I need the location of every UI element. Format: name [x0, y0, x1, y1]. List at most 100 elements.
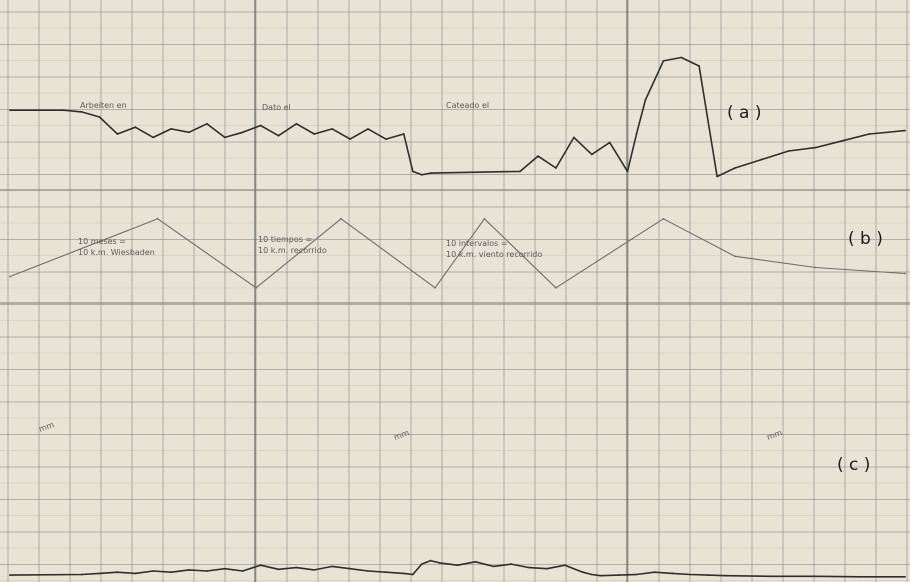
trace-b-point	[156, 217, 159, 220]
trace-c-point	[707, 574, 709, 576]
trace-c-point	[904, 575, 906, 578]
trace-a-point	[590, 153, 593, 156]
trace-a-point	[9, 109, 11, 112]
trace-b-point	[434, 286, 436, 289]
trace-c-point	[277, 568, 280, 571]
panel-label-a: ( a )	[727, 103, 762, 123]
trace-c-point	[814, 575, 817, 578]
trace-c-point	[564, 564, 566, 567]
trace-a-point	[626, 170, 629, 173]
trace-a-point	[904, 129, 906, 132]
panel-label-c: ( c )	[837, 455, 870, 475]
trace-c-point	[134, 572, 137, 575]
annotation-b: 10 k.m. recorrido	[258, 246, 327, 255]
annotation-b: 10 intervalos =	[446, 239, 508, 248]
trace-a-point	[170, 127, 173, 130]
trace-a-point	[188, 131, 190, 134]
trace-a-point	[62, 109, 65, 112]
trace-a-point	[35, 109, 38, 112]
annotation-b: 10 k.m. Wiesbaden	[78, 248, 155, 257]
trace-a-point	[277, 134, 280, 137]
trace-c-point	[492, 565, 495, 568]
trace-c-point	[590, 573, 593, 576]
trace-b-point	[9, 275, 11, 278]
trace-b-point	[662, 217, 665, 220]
trace-a-point	[760, 158, 763, 161]
trace-c-point	[420, 563, 423, 565]
annotation-a: Arbeiten en	[80, 101, 127, 110]
annotation-b: 10 meses =	[78, 237, 126, 246]
trace-b-point	[814, 266, 817, 269]
trace-c-point	[859, 575, 862, 578]
trace-c-point	[635, 573, 638, 576]
trace-a-point	[841, 139, 844, 142]
trace-a-point	[134, 126, 137, 129]
trace-b-point	[555, 286, 557, 289]
trace-b-point	[255, 286, 257, 289]
trace-c-point	[474, 560, 477, 563]
trace-a-point	[644, 99, 647, 101]
trace-a-point	[868, 133, 871, 135]
trace-c-point	[429, 559, 432, 562]
trace-a-point	[402, 133, 405, 135]
trace-a-point	[662, 60, 665, 62]
trace-a-point	[241, 131, 244, 134]
trace-a-point	[537, 155, 539, 158]
annotation-a: Dato el	[262, 103, 291, 112]
trace-c-point	[80, 573, 83, 576]
trace-c-point	[259, 564, 262, 567]
trace-a-point	[519, 170, 521, 173]
trace-a-point	[716, 175, 718, 178]
trace-a-point	[429, 172, 432, 175]
trace-a-point	[206, 122, 208, 125]
trace-c-point	[725, 574, 727, 577]
annotation-b: 10 k.m. viento recorrido	[446, 250, 542, 259]
trace-a-point	[331, 127, 334, 130]
trace-c-point	[170, 571, 173, 574]
trace-c-point	[528, 566, 530, 569]
trace-b-point	[340, 217, 342, 220]
trace-c-point	[241, 570, 244, 572]
trace-c-point	[349, 567, 351, 570]
trace-c-point	[689, 573, 692, 576]
trace-a-point	[80, 111, 83, 113]
trace-a-point	[420, 173, 423, 176]
trace-c-point	[671, 572, 674, 575]
trace-c-point	[769, 575, 772, 578]
trace-b-point	[904, 272, 906, 275]
trace-c-point	[116, 571, 119, 574]
trace-a-point	[635, 133, 638, 135]
annotation-b: 10 tiempos =	[258, 235, 312, 244]
trace-c-point	[295, 566, 298, 569]
annotation-a: Cateado el	[446, 101, 489, 110]
trace-c-point	[411, 573, 414, 576]
trace-a-point	[385, 138, 387, 141]
trace-c-point	[313, 569, 316, 571]
trace-c-point	[402, 572, 405, 575]
trace-a-point	[223, 136, 226, 139]
trace-c-point	[152, 570, 155, 572]
trace-c-point	[438, 562, 441, 564]
trace-c-point	[581, 571, 584, 574]
panel-label-b: ( b )	[848, 229, 883, 249]
trace-c-point	[9, 574, 11, 576]
trace-c-point	[653, 571, 656, 574]
trace-c-point	[599, 574, 602, 577]
trace-b-point	[483, 217, 486, 220]
trace-b-point	[734, 255, 736, 258]
trace-a-point	[411, 170, 414, 173]
trace-a-point	[734, 167, 736, 169]
trace-c-point	[385, 571, 387, 574]
trace-c-point	[331, 565, 334, 568]
trace-c-point	[510, 563, 513, 565]
traces	[9, 56, 906, 578]
trace-a-point	[152, 136, 155, 139]
trace-a-point	[116, 133, 119, 135]
trace-c-point	[223, 567, 226, 570]
trace-c-point	[617, 574, 620, 576]
trace-a-point	[608, 141, 611, 144]
